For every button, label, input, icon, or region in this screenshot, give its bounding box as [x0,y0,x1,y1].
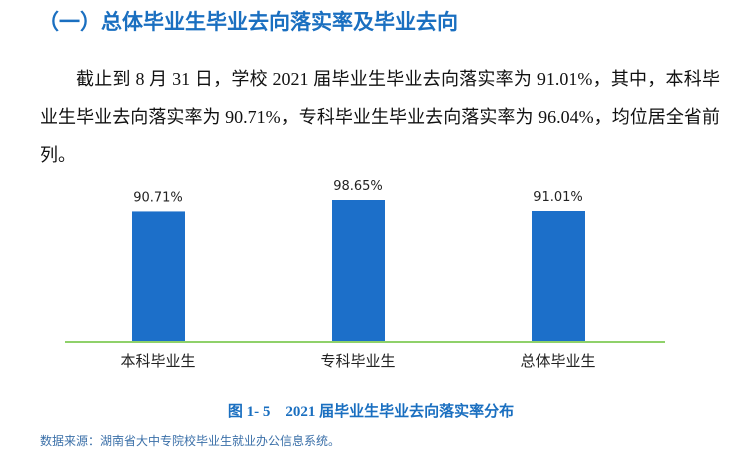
category-label: 本科毕业生 [120,352,195,370]
value-label: 98.65% [333,180,383,194]
data-source: 数据来源：湖南省大中专院校毕业生就业办公信息系统。 [40,434,341,448]
bar [332,200,385,342]
paragraph: 截止到 8 月 31 日，学校 2021 届毕业生毕业去向落实率为 91.01%… [40,69,720,165]
chart: 90.71% 本科毕业生 98.65% 专科毕业生 91.01% 总体毕业生 [65,180,665,370]
category-label: 专科毕业生 [320,352,395,370]
value-label: 90.71% [133,190,183,205]
bar [532,210,585,342]
section-heading: （一）总体毕业生毕业去向落实率及毕业去向 [38,10,458,34]
figure-caption: 图 1- 5 2021 届毕业生毕业去向落实率分布 [227,404,515,420]
value-label: 91.01% [533,190,583,205]
bar [132,211,185,342]
category-label: 总体毕业生 [520,352,595,370]
